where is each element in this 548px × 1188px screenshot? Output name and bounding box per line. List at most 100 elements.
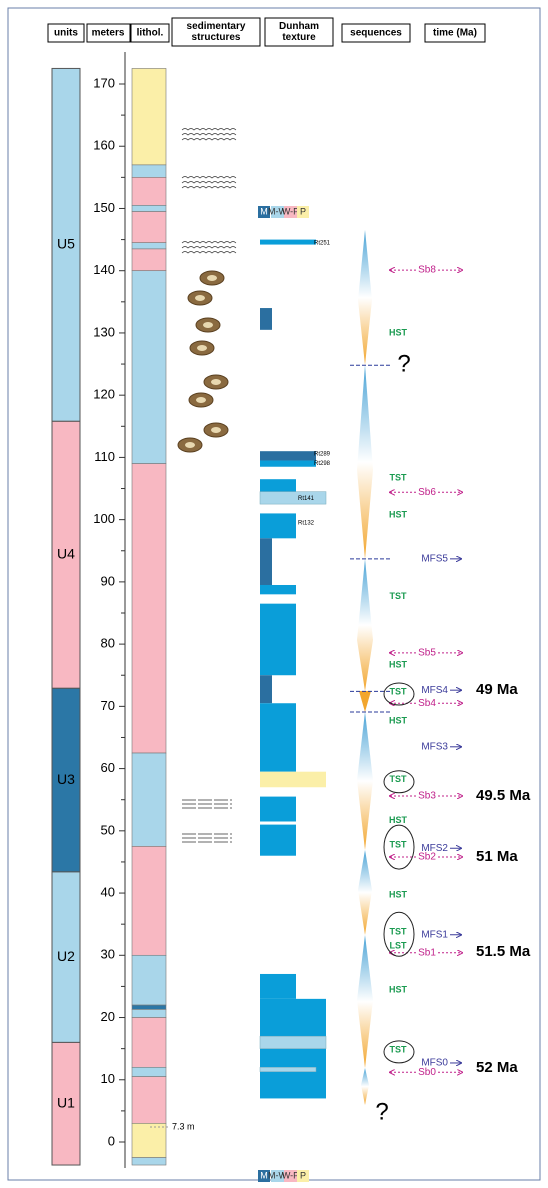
lamination [181, 241, 237, 244]
age-label: 49 Ma [476, 681, 518, 698]
nodule-core [195, 295, 205, 301]
header-box [171, 17, 261, 47]
dunham-bed [260, 703, 296, 772]
sample-label: Rt141 [298, 496, 315, 502]
header-wrap: sedimentary structures [186, 21, 246, 43]
tick-label: 130 [93, 324, 115, 339]
dunham-bed [259, 491, 327, 505]
sb-bg [416, 698, 438, 709]
tick-label: 50 [101, 822, 115, 837]
mfs-label: MFS0 [421, 1058, 448, 1069]
mfs-label: MFS1 [421, 929, 448, 940]
header-label: sedimentary structures [186, 21, 246, 43]
lithology-bed [131, 846, 167, 956]
age-label: 51.5 Ma [476, 943, 531, 960]
texture-key [284, 206, 297, 218]
dunham-bed [259, 1035, 327, 1049]
dunham-bed [260, 584, 296, 595]
sb-label: Sb1 [418, 947, 436, 958]
lithology-bed [131, 1076, 167, 1124]
lithology-bed [131, 205, 167, 212]
unknown: ? [375, 1099, 388, 1126]
tract-label: HST [389, 716, 408, 726]
texture-key [297, 206, 309, 218]
mfs-label: MFS3 [421, 741, 448, 752]
tract-circle [383, 824, 415, 870]
tick-label: 120 [93, 387, 115, 402]
dunham-bed [260, 479, 296, 492]
tract-label: TST [390, 686, 408, 696]
dunham-bed [260, 451, 316, 461]
cycle [357, 712, 373, 850]
lithology-bed [131, 954, 167, 1006]
lithology-bed [131, 752, 167, 847]
tract-label: TST [390, 840, 408, 850]
dunham-bed [260, 796, 296, 822]
unit-label: U4 [57, 546, 75, 562]
lithology-bed [131, 1017, 167, 1068]
header-label: Dunham texture [279, 21, 319, 43]
tick-label: 160 [93, 138, 115, 153]
lamination [181, 138, 237, 141]
lithology-bed [131, 211, 167, 243]
header-label: meters [92, 28, 125, 39]
texture-key [297, 1170, 309, 1182]
texture-label: P [300, 206, 306, 216]
tract-label: HST [389, 985, 408, 995]
unit-label: U3 [57, 771, 75, 787]
dunham-bed [260, 513, 296, 539]
texture-key [271, 1170, 284, 1182]
texture-key [258, 1170, 270, 1182]
unit [51, 420, 81, 689]
header-label: sequences [350, 28, 402, 39]
age-label: 49.5 Ma [476, 787, 531, 804]
texture-label: M [260, 1170, 268, 1180]
tract-circle [383, 911, 415, 957]
lamination [181, 181, 237, 184]
tract-label: HST [389, 327, 408, 337]
header: units meters lithol. sedimentary structu… [47, 17, 486, 47]
tick-label: 140 [93, 262, 115, 277]
tract-label: TST [390, 472, 408, 482]
dunham-bed [260, 603, 296, 676]
texture-key [284, 1170, 297, 1182]
cycle [359, 691, 371, 712]
tick-label: 0 [108, 1133, 115, 1148]
tick-label: 10 [101, 1071, 115, 1086]
tract-label: HST [389, 510, 408, 520]
sedimentary-structures [177, 128, 237, 843]
cycle [361, 1068, 369, 1105]
header-label: units [54, 28, 78, 39]
tract-label: HST [389, 889, 408, 899]
lamination [181, 128, 237, 131]
tract-circle [383, 682, 415, 706]
tick-label: 90 [101, 573, 115, 588]
header-label: lithol. [137, 28, 164, 39]
sample-label: Rt132 [298, 520, 315, 526]
nodule-core [197, 345, 207, 351]
sb-label: Sb5 [418, 647, 436, 658]
lamination [181, 186, 237, 189]
texture-label: M [260, 206, 268, 216]
sample-label: Rt298 [314, 461, 331, 467]
dunham-bed [260, 308, 272, 330]
header-box [341, 23, 411, 43]
sample-label: Rt251 [314, 240, 331, 246]
sb-bg [416, 790, 438, 801]
lithology-bed [131, 1067, 167, 1077]
nodule-core [196, 397, 206, 403]
lithology-bed [131, 1004, 167, 1010]
tract-label: TST [390, 774, 408, 784]
sb-label: Sb2 [418, 852, 436, 863]
lithology-bed [131, 463, 167, 754]
mfs-label: MFS5 [421, 553, 448, 564]
texture-label: M-W [268, 1170, 287, 1180]
sb-label: Sb0 [418, 1067, 436, 1078]
texture-label: M-W [268, 206, 287, 216]
unit-label: U5 [57, 236, 75, 252]
tract-circle [383, 770, 415, 794]
lithology-bed [131, 248, 167, 272]
header-label: time (Ma) [433, 28, 477, 39]
tick-label: 20 [101, 1009, 115, 1024]
lithology-bed [131, 270, 167, 464]
